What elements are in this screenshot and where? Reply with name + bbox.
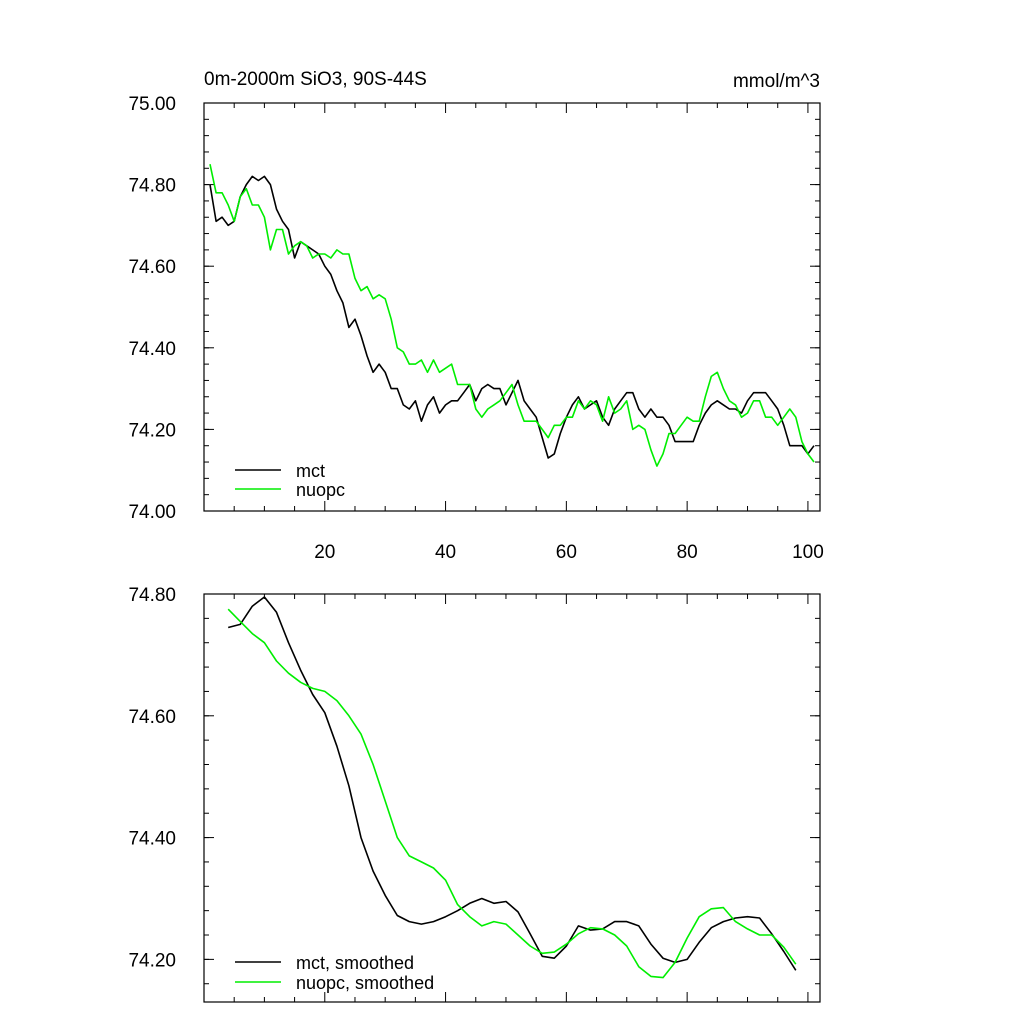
y-tick-label: 74.20 — [128, 420, 176, 441]
plot-frame — [203, 102, 821, 512]
legend-label-mct-smoothed: mct, smoothed — [296, 953, 414, 973]
y-tick-label: 74.60 — [128, 257, 176, 278]
y-tick-label: 74.80 — [128, 585, 176, 606]
legend-label-mct: mct — [296, 461, 325, 481]
x-tick-label: 20 — [314, 542, 335, 563]
legend-label-nuopc: nuopc — [296, 480, 345, 500]
y-tick-label: 74.80 — [128, 176, 176, 197]
y-tick-label: 74.00 — [128, 502, 176, 523]
x-tick-label: 80 — [677, 542, 698, 563]
x-tick-label: 60 — [556, 542, 577, 563]
series-line-nuopc-smoothed — [227, 608, 797, 979]
axis-tick-labels: 20 40 60 80 100 74.00 74.20 74.40 74.60 74.80 75.0… — [128, 94, 823, 563]
plot-frame — [203, 593, 821, 1003]
series-line-mct — [209, 175, 815, 459]
top-panel: 0m-2000m SiO3, 90S-44S mmol/m^3 20 40 60 80… — [128, 69, 823, 563]
y-tick-label: 74.40 — [128, 339, 176, 360]
bottom-panel: 74.20 74.40 74.60 74.80 mct, smoothed nuopc… — [128, 585, 821, 1003]
axis-tick-labels: 74.20 74.40 74.60 74.80 — [128, 585, 176, 971]
legend-label-nuopc-smoothed: nuopc, smoothed — [296, 973, 434, 993]
y-tick-label: 74.40 — [128, 829, 176, 850]
series-lines — [209, 164, 815, 467]
axis-ticks — [204, 593, 820, 1002]
series-line-mct-smoothed — [227, 596, 797, 971]
legend: mct nuopc — [235, 461, 345, 500]
x-tick-label: 100 — [792, 542, 824, 563]
y-tick-label: 74.20 — [128, 950, 176, 971]
y-tick-label: 74.60 — [128, 707, 176, 728]
axis-ticks — [204, 102, 820, 512]
x-tick-label: 40 — [435, 542, 456, 563]
chart-title: 0m-2000m SiO3, 90S-44S — [204, 69, 427, 90]
series-line-nuopc — [209, 164, 815, 467]
legend: mct, smoothed nuopc, smoothed — [235, 953, 434, 993]
y-tick-label: 75.00 — [128, 94, 176, 115]
units-label: mmol/m^3 — [733, 71, 820, 92]
series-lines — [227, 596, 797, 979]
